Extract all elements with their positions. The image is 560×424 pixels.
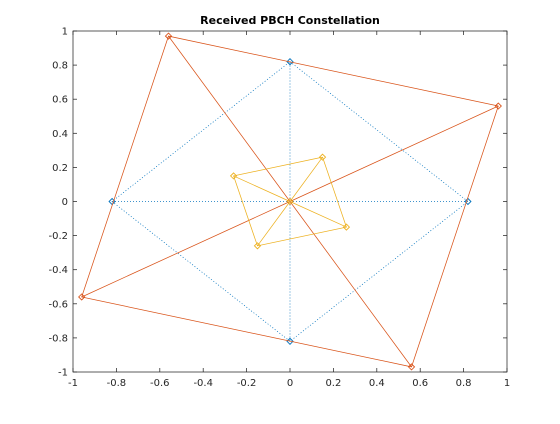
y-tick-label: 0.8 bbox=[52, 61, 68, 72]
series-spoke bbox=[257, 201, 291, 247]
x-tick-label: -0.6 bbox=[150, 378, 170, 389]
series-spoke bbox=[168, 35, 291, 202]
series-layer bbox=[78, 32, 502, 371]
data-point bbox=[286, 337, 294, 345]
series-spoke bbox=[81, 201, 291, 298]
y-tick-label: -1 bbox=[58, 368, 68, 379]
data-point bbox=[407, 363, 416, 371]
x-tick-label: -0.4 bbox=[193, 378, 213, 389]
x-tick-label: 0.2 bbox=[325, 378, 341, 389]
series-1 bbox=[78, 32, 502, 371]
series-spoke bbox=[289, 201, 412, 368]
y-tick-label: 0 bbox=[62, 197, 68, 208]
data-point bbox=[253, 242, 262, 250]
y-tick-label: -0.4 bbox=[48, 265, 68, 276]
axis-ticks: -1 -0.8 -0.6 -0.4 -0.2 0 0.2 0.4 0.6 0.8 1 -1 -0.8 -0… bbox=[48, 27, 510, 390]
data-point bbox=[342, 223, 351, 231]
x-tick-label: 0 bbox=[287, 378, 293, 389]
y-tick-label: -0.8 bbox=[48, 333, 68, 344]
data-point bbox=[318, 153, 327, 161]
y-tick-label: 0.2 bbox=[52, 163, 68, 174]
y-tick-label: 0.6 bbox=[52, 95, 68, 106]
data-point bbox=[464, 197, 472, 206]
series-outline bbox=[111, 61, 469, 342]
x-tick-label: 0.6 bbox=[412, 378, 428, 389]
origin-marker bbox=[286, 197, 294, 206]
y-tick-label: 1 bbox=[62, 27, 68, 38]
data-point bbox=[164, 32, 173, 40]
series-spoke bbox=[233, 175, 291, 202]
x-tick-label: -0.8 bbox=[107, 378, 127, 389]
series-2 bbox=[229, 153, 351, 250]
chart-title: Received PBCH Constellation bbox=[200, 14, 380, 27]
series-spoke bbox=[289, 105, 499, 202]
y-tick-label: -0.2 bbox=[48, 231, 68, 242]
data-point bbox=[78, 293, 86, 301]
y-tick-label: 0.4 bbox=[52, 129, 68, 140]
x-tick-label: -1 bbox=[68, 378, 78, 389]
series-spoke bbox=[289, 201, 347, 228]
data-point bbox=[286, 58, 294, 66]
x-tick-label: 0.4 bbox=[369, 378, 385, 389]
data-point bbox=[494, 102, 502, 110]
x-tick-label: 0.8 bbox=[456, 378, 472, 389]
x-tick-label: -0.2 bbox=[237, 378, 257, 389]
y-tick-label: -0.6 bbox=[48, 299, 68, 310]
data-point bbox=[229, 172, 238, 180]
series-spoke bbox=[289, 156, 323, 202]
x-tick-label: 1 bbox=[504, 378, 510, 389]
